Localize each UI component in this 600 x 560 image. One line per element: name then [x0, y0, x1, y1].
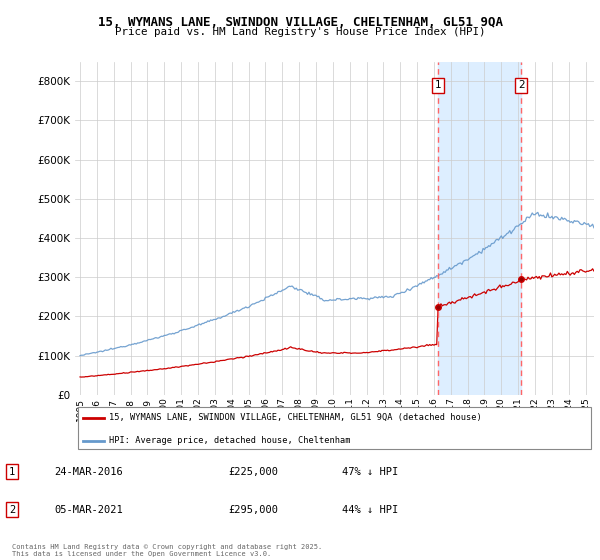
FancyBboxPatch shape — [77, 407, 592, 449]
Text: 44% ↓ HPI: 44% ↓ HPI — [342, 505, 398, 515]
Text: 1: 1 — [9, 467, 15, 477]
Text: 2: 2 — [518, 80, 524, 90]
Text: Contains HM Land Registry data © Crown copyright and database right 2025.
This d: Contains HM Land Registry data © Crown c… — [12, 544, 322, 557]
Text: Price paid vs. HM Land Registry's House Price Index (HPI): Price paid vs. HM Land Registry's House … — [115, 27, 485, 37]
Text: HPI: Average price, detached house, Cheltenham: HPI: Average price, detached house, Chel… — [109, 436, 350, 445]
Text: 15, WYMANS LANE, SWINDON VILLAGE, CHELTENHAM, GL51 9QA (detached house): 15, WYMANS LANE, SWINDON VILLAGE, CHELTE… — [109, 413, 481, 422]
Bar — [438, 62, 521, 395]
Text: 1: 1 — [434, 80, 441, 90]
Text: 47% ↓ HPI: 47% ↓ HPI — [342, 467, 398, 477]
Text: £295,000: £295,000 — [228, 505, 278, 515]
Text: 2: 2 — [9, 505, 15, 515]
Text: 15, WYMANS LANE, SWINDON VILLAGE, CHELTENHAM, GL51 9QA: 15, WYMANS LANE, SWINDON VILLAGE, CHELTE… — [97, 16, 503, 29]
Text: £225,000: £225,000 — [228, 467, 278, 477]
Text: 24-MAR-2016: 24-MAR-2016 — [54, 467, 123, 477]
Text: 05-MAR-2021: 05-MAR-2021 — [54, 505, 123, 515]
